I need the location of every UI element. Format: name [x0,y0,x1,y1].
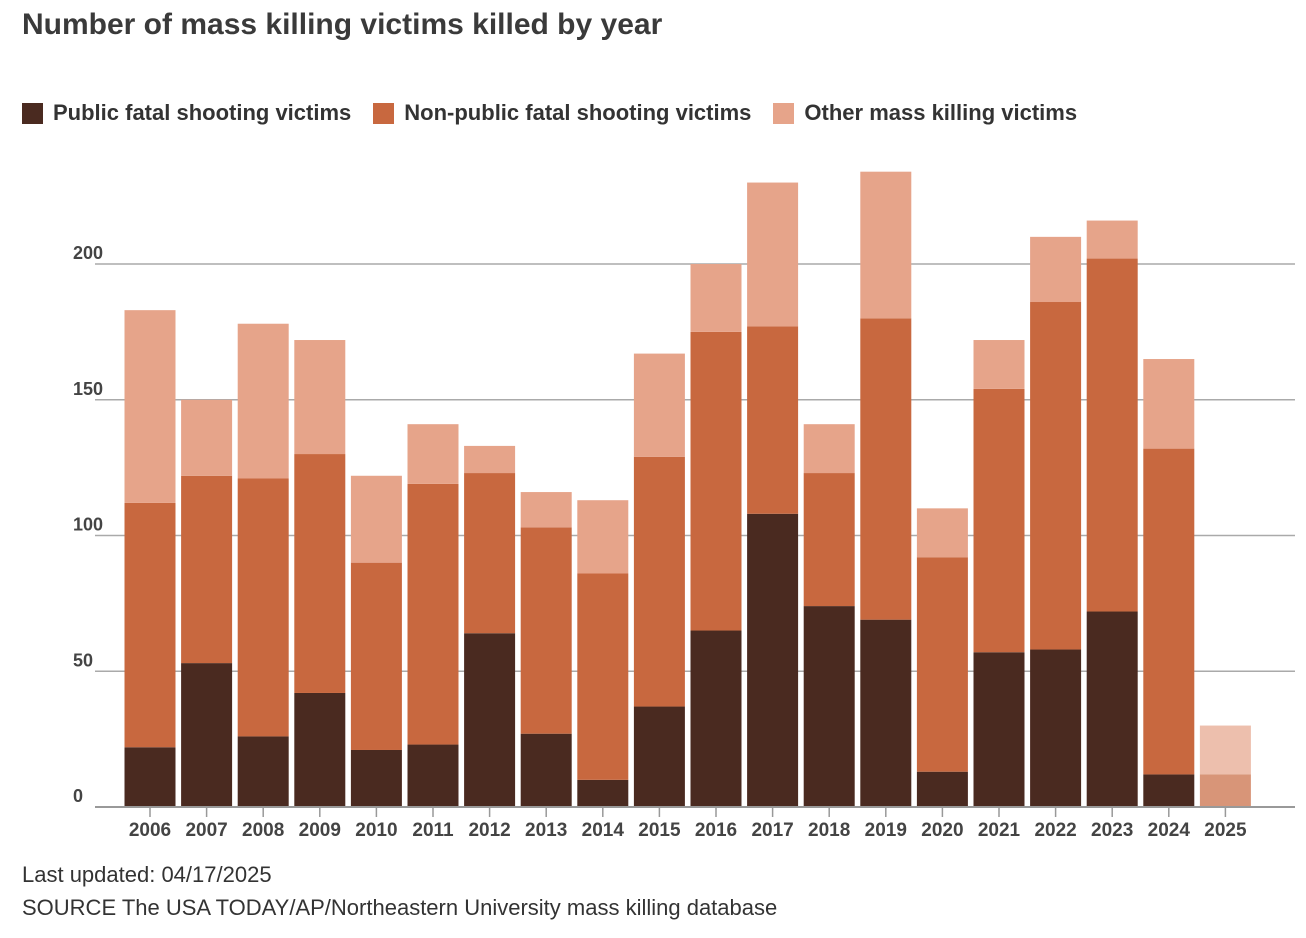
x-tick-label: 2018 [808,820,850,841]
bar-segment [1199,725,1251,775]
y-tick-label: 0 [73,786,83,806]
bar-segment [407,744,459,807]
bar-segment [181,399,233,476]
bar-segment [577,779,629,807]
bar-segment [577,500,629,574]
bar-segment [520,733,572,807]
bar-segment [350,562,402,750]
bar-segment [237,736,289,807]
bar-segment [803,424,855,474]
bar-segment [973,388,1025,653]
bar-segment [124,747,176,807]
x-tick-label: 2011 [412,820,454,841]
x-tick-label: 2009 [299,820,341,841]
legend-label: Other mass killing victims [804,100,1078,125]
bar-segment [1030,302,1082,650]
bar-segment [181,475,233,664]
bar-segment [350,749,402,807]
bar-segment [973,340,1025,389]
bar-segment [464,633,516,807]
chart-title: Number of mass killing victims killed by… [22,8,663,41]
y-tick-label: 150 [73,379,103,399]
bar-segment [860,171,912,319]
x-tick-label: 2019 [865,820,907,841]
source-note: SOURCE The USA TODAY/AP/Northeastern Uni… [22,895,778,920]
legend-swatch [773,102,795,124]
bar-segment [633,706,685,807]
x-tick-label: 2024 [1148,820,1191,841]
bar-segment [747,326,799,514]
bar-segment [690,630,742,807]
y-tick-label: 200 [73,243,103,263]
bar-segment [690,264,742,332]
legend-item-nonpublic: Non-public fatal shooting victims [373,100,751,126]
bar-segment [1086,220,1138,259]
x-tick-label: 2014 [582,820,625,841]
x-tick-label: 2022 [1034,820,1076,841]
x-tick-label: 2007 [185,820,227,841]
bar-segment [237,478,289,737]
bar-segment [407,424,459,484]
bar-segment [1086,611,1138,807]
legend-label: Public fatal shooting victims [53,100,352,125]
bar-segment [181,663,233,807]
stacked-bar-chart: 0 50 100 150 200 2006 2007 2008 2009 2010 2011 2012… [73,171,1295,841]
bar-segment [464,445,516,474]
bar-segment [407,483,459,745]
bar-segment [747,513,799,807]
bar-segment [124,502,176,748]
bar-segment [1143,359,1195,449]
x-tick-label: 2006 [129,820,171,841]
x-tick-label: 2015 [638,820,681,841]
bar-segment [577,573,629,780]
y-tick-label: 100 [73,515,103,535]
bar-segment [1030,236,1082,303]
legend: Public fatal shooting victims Non-public… [22,100,1077,126]
bar-segment [690,331,742,631]
bar-segment [1030,649,1082,807]
legend-swatch [373,102,395,124]
bar-segment [1086,258,1138,612]
x-tick-label: 2016 [695,820,737,841]
last-updated: Last updated: 04/17/2025 [22,862,272,887]
bar-segment [520,527,572,734]
legend-swatch [22,102,43,124]
bar-segment [520,492,572,528]
bar-segment [294,340,346,455]
x-tick-label: 2010 [355,820,397,841]
x-tick-label: 2020 [921,820,963,841]
bar-segment [916,771,968,807]
bar-segment [860,318,912,620]
bar-segment [237,323,289,479]
bar-segment [1199,774,1251,807]
legend-label: Non-public fatal shooting victims [404,100,752,125]
bar-segment [464,473,516,634]
bar-segment [294,692,346,807]
bar-segment [350,475,402,563]
bar-segment [747,182,799,327]
bar-segment [973,652,1025,807]
bar-segment [124,310,176,503]
bar-segment [916,508,968,558]
x-tick-label: 2021 [978,820,1021,841]
x-tick-label: 2017 [751,820,793,841]
x-tick-label: 2012 [468,820,510,841]
bar-segment [860,619,912,807]
x-tick-label: 2023 [1091,820,1133,841]
y-tick-label: 50 [73,650,93,670]
bar-segment [916,557,968,772]
x-tick-label: 2025 [1204,820,1247,841]
x-tick-label: 2008 [242,820,284,841]
bar-segment [803,473,855,607]
bar-segment [1143,774,1195,807]
bar-segment [294,454,346,693]
bar-segment [1143,448,1195,775]
legend-item-other: Other mass killing victims [773,100,1077,126]
legend-item-public: Public fatal shooting victims [22,100,351,126]
bar-segment [633,353,685,457]
bar-segment [803,606,855,807]
bar-segment [633,456,685,707]
x-tick-label: 2013 [525,820,567,841]
